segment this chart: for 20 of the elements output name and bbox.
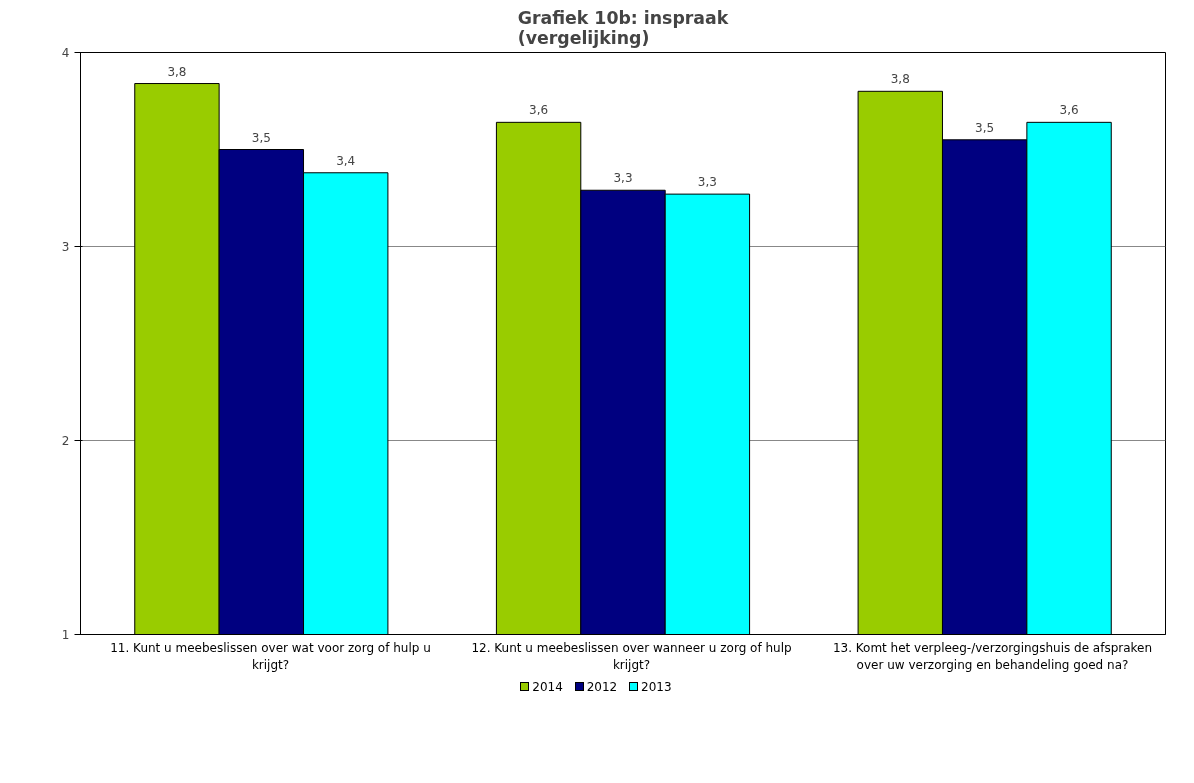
data-label: 3,4 <box>336 153 356 168</box>
data-label: 3,8 <box>890 72 910 87</box>
y-tick-label: 4 <box>61 46 70 60</box>
data-label: 3,6 <box>1059 103 1079 118</box>
data-label: 3,3 <box>613 171 633 186</box>
y-tick-label: 3 <box>61 240 70 254</box>
y-tick-label: 1 <box>61 628 70 642</box>
y-tick-label: 2 <box>61 434 70 448</box>
data-label: 3,3 <box>697 175 717 190</box>
data-label: 3,8 <box>167 64 187 79</box>
legend-label: 2014 <box>532 680 563 695</box>
legend-label: 2013 <box>641 680 672 695</box>
x-tick-label: 12. Kunt u meebeslissen over wanneer u zorg of hulp krijgt? <box>470 640 793 675</box>
legend-label: 2012 <box>586 680 618 695</box>
data-label: 3,5 <box>975 120 995 135</box>
data-label: 3,6 <box>529 103 549 118</box>
x-tick-label: 11. Kunt u meebeslissen over wat voor zorg of hulp u krijgt? <box>109 640 432 675</box>
data-label: 3,5 <box>251 130 271 145</box>
x-tick-label: 13. Komt het verpleeg-/verzorgingshuis de afspraken over uw verzorging en behandeling goed na? <box>831 640 1154 675</box>
chart-title: Grafiek 10b: inspraak (vergelijking) <box>517 7 729 48</box>
